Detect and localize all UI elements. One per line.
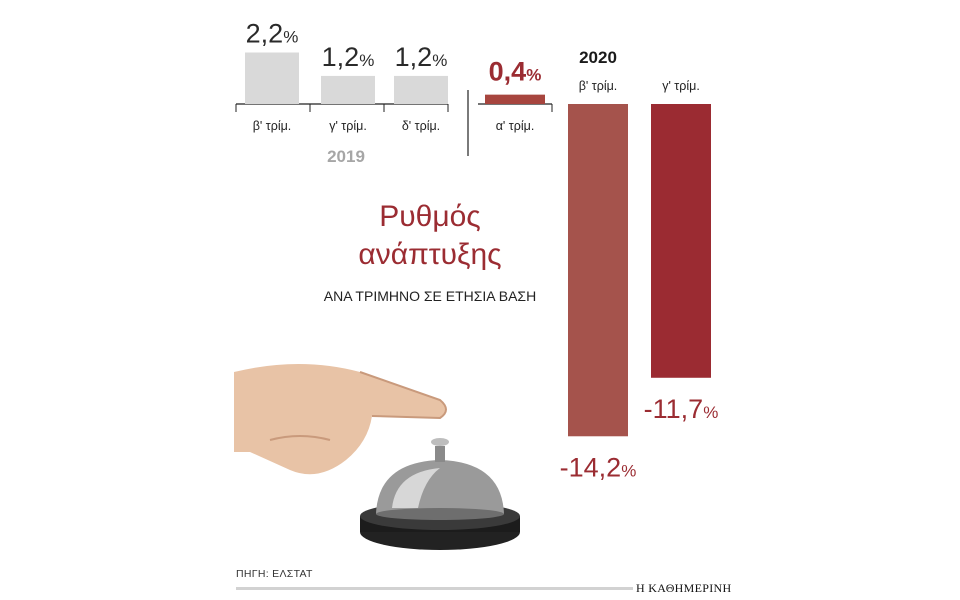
bar-2020-q1 <box>485 94 545 104</box>
tick-label-2020-q1: α' τρίμ. <box>496 119 535 133</box>
value-label-2020-q1: 0,4% <box>489 57 542 87</box>
bar-2019-q3 <box>321 75 375 104</box>
value-label-2020-q2: -14,2% <box>560 452 637 482</box>
year-label-2019: 2019 <box>327 147 365 166</box>
chart-title: Ρυθμός ανάπτυξης <box>358 200 502 271</box>
chart-subtitle: ΑΝΑ ΤΡΙΜΗΝΟ ΣΕ ΕΤΗΣΙΑ ΒΑΣΗ <box>323 288 537 304</box>
tick-label-2020-q3: γ' τρίμ. <box>662 79 700 93</box>
bell-dome-highlight <box>392 468 440 508</box>
year-label-2020: 2020 <box>579 48 617 67</box>
value-label-2020-q3: -11,7% <box>644 394 719 424</box>
hand-bell-illustration <box>234 364 520 550</box>
bar-2019-q4 <box>394 75 448 104</box>
tick-label-2019-q2: β' τρίμ. <box>253 119 292 133</box>
hand-icon <box>234 364 446 475</box>
bar-2020-q2 <box>568 104 628 437</box>
bar-2019-q2 <box>245 52 299 104</box>
bar-2020-q3 <box>651 104 711 378</box>
bell-dome-rim <box>376 508 504 520</box>
bell-plunger <box>435 446 445 462</box>
value-label-2019-q4: 1,2% <box>395 42 448 72</box>
finger-outline <box>359 371 447 420</box>
publisher-brand: Η ΚΑΘΗΜΕΡΙΝΗ <box>636 581 732 595</box>
value-label-2019-q2: 2,2% <box>246 19 299 49</box>
footer-rule <box>236 587 633 590</box>
value-label-2019-q3: 1,2% <box>322 42 375 72</box>
tick-label-2019-q4: δ' τρίμ. <box>402 119 440 133</box>
tick-label-2020-q2: β' τρίμ. <box>579 79 618 93</box>
knuckle-line <box>269 435 331 441</box>
tick-label-2019-q3: γ' τρίμ. <box>329 119 367 133</box>
source-note: ΠΗΓΗ: ΕΛΣΤΑΤ <box>236 568 313 580</box>
bell-plunger-cap <box>431 438 449 446</box>
